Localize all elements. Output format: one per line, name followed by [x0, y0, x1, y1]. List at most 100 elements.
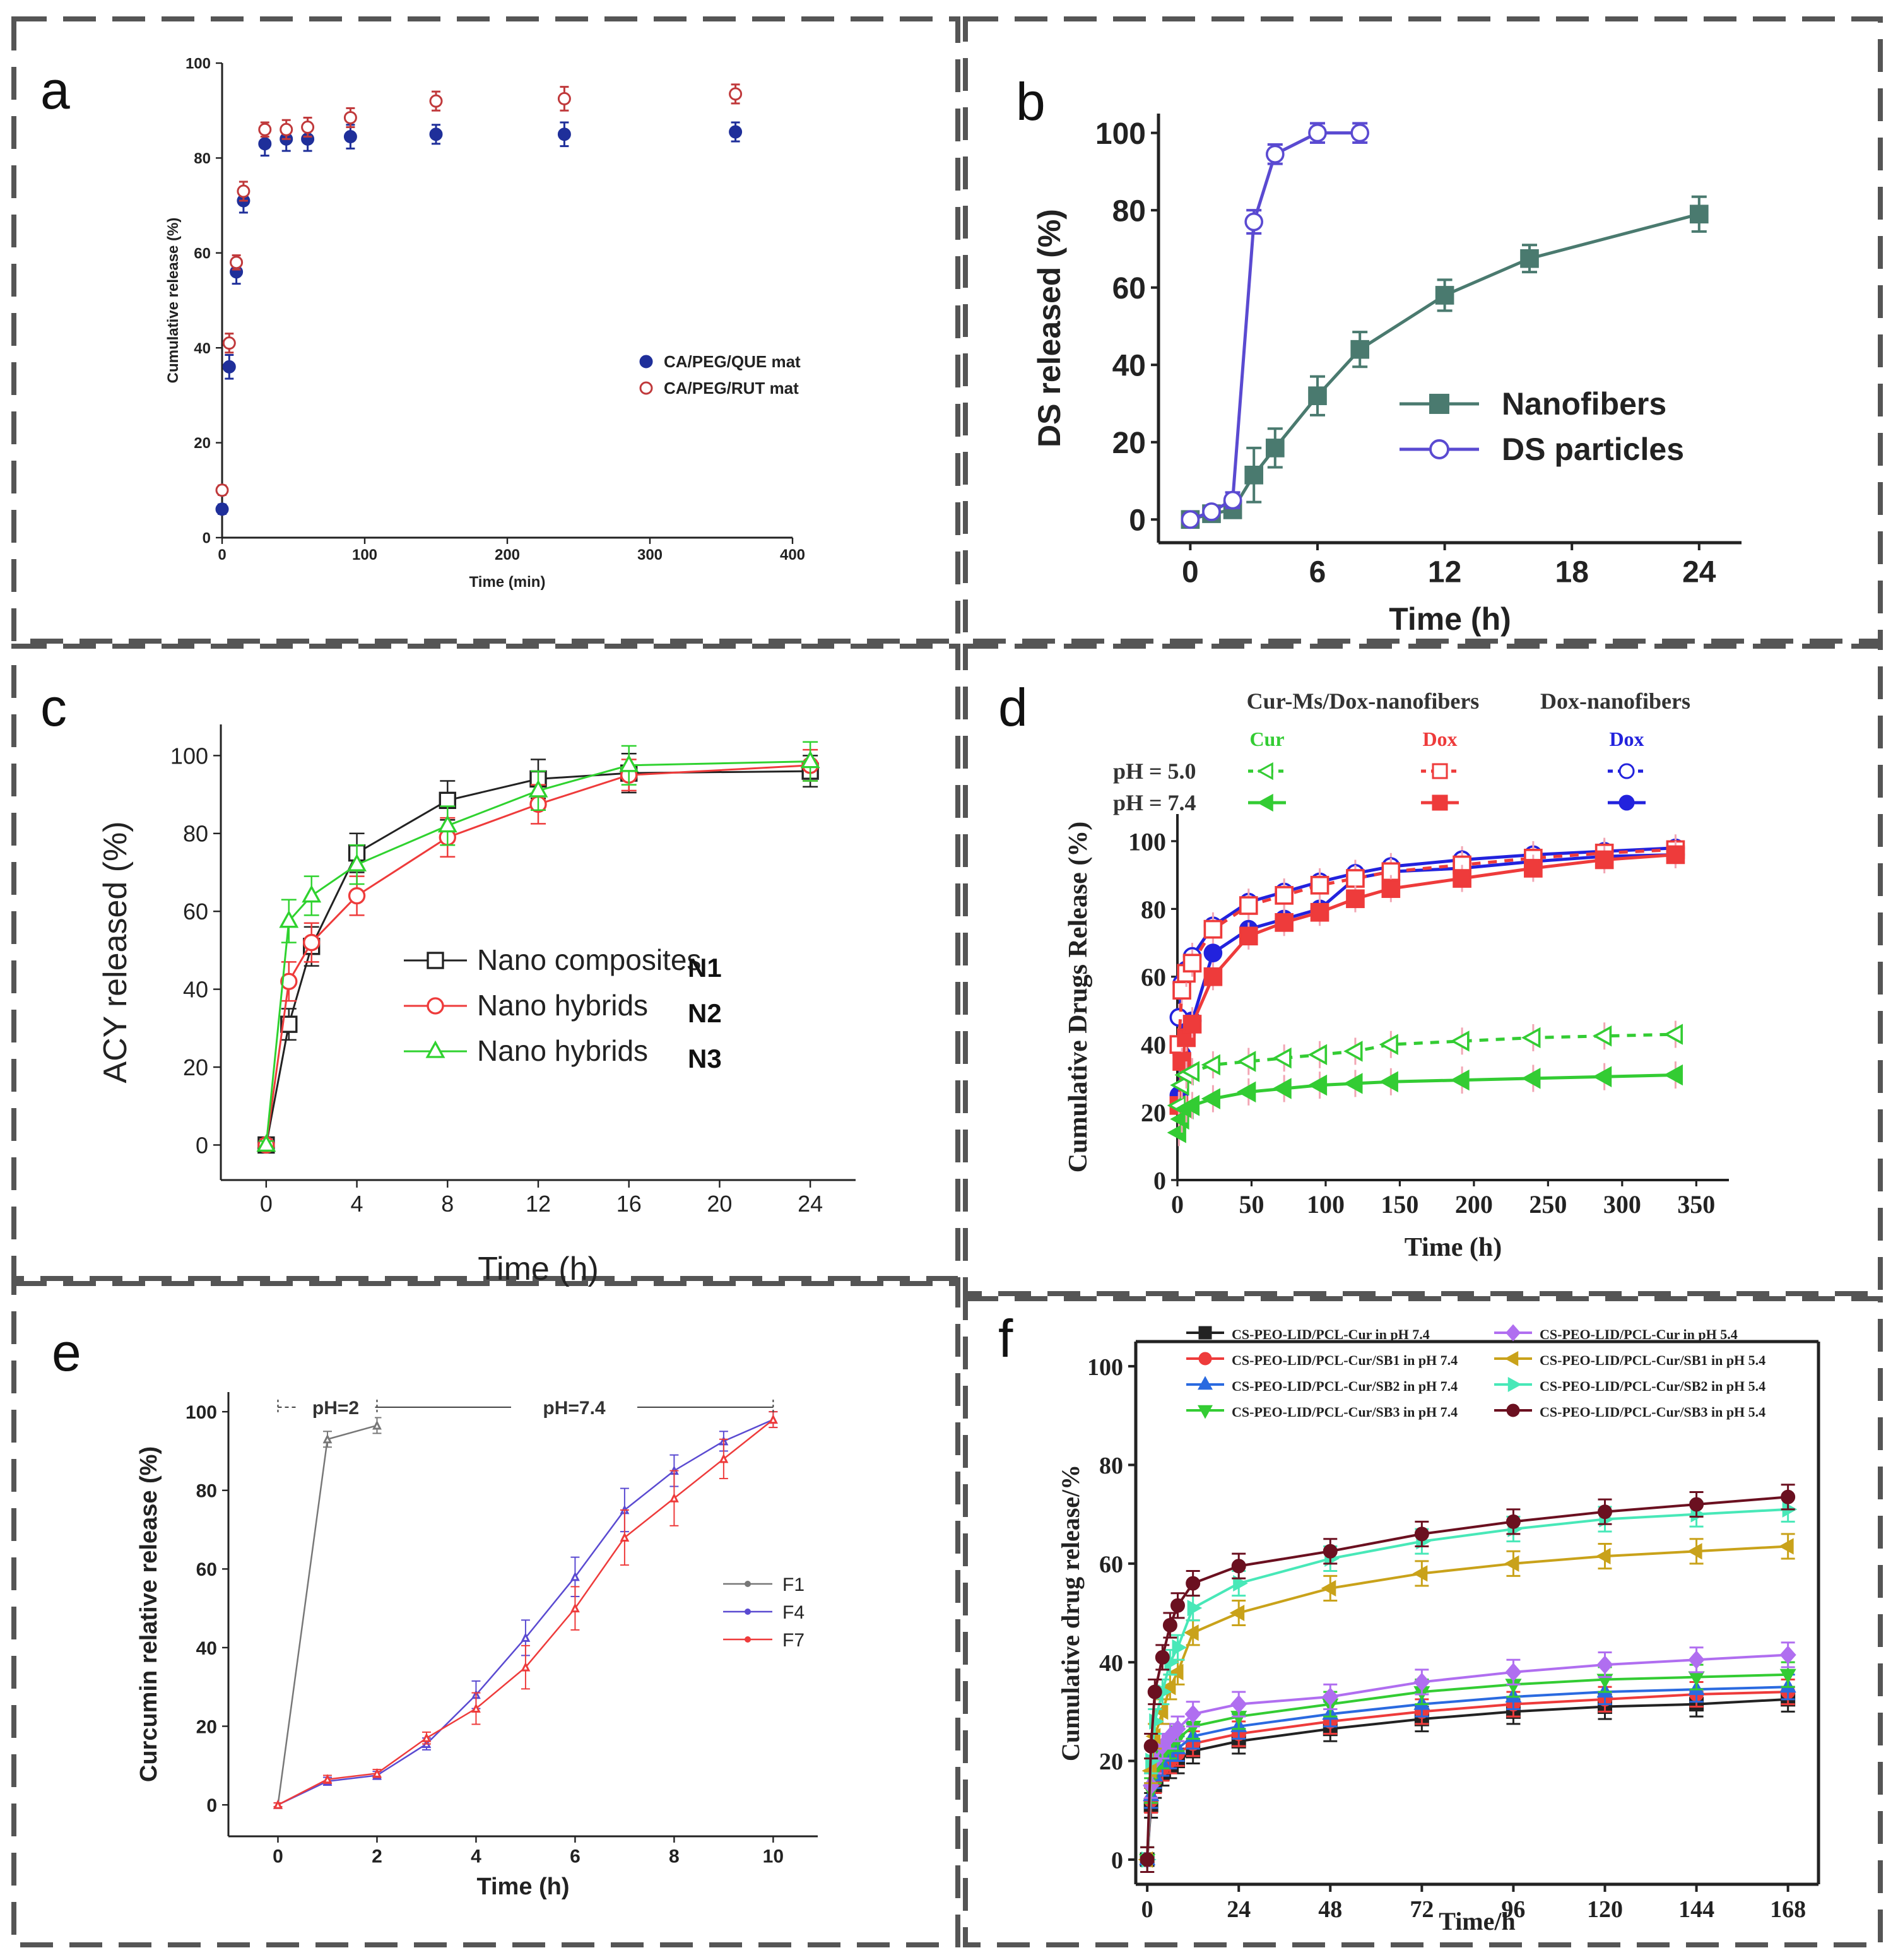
legend-label: CS-PEO-LID/PCL-Cur/SB1 in pH 7.4	[1232, 1352, 1458, 1368]
data-point	[557, 92, 571, 105]
legend-label: DS particles	[1502, 432, 1684, 467]
data-point	[1688, 1650, 1705, 1670]
data-point	[1308, 123, 1327, 143]
y-tick-label: 20	[183, 1054, 208, 1080]
data-point	[1272, 1047, 1292, 1069]
legend-label: CS-PEO-LID/PCL-Cur in pH 5.4	[1540, 1326, 1738, 1342]
data-point	[1506, 1514, 1521, 1529]
legend-marker	[745, 1636, 751, 1643]
x-axis-label: Time (h)	[476, 1874, 569, 1900]
legend-marker	[745, 1581, 751, 1587]
data-point	[1265, 439, 1285, 458]
data-point	[1343, 1041, 1363, 1062]
data-point	[215, 483, 229, 497]
data-point	[1237, 1051, 1256, 1072]
legend-marker	[427, 952, 444, 969]
series-line	[1146, 1653, 1788, 1860]
data-point	[372, 1420, 382, 1430]
legend-group-title: Dox-nanofibers	[1540, 688, 1690, 714]
legend-marker	[1506, 1324, 1521, 1342]
data-point	[1182, 953, 1202, 973]
x-tick-label: 12	[526, 1191, 551, 1217]
data-point	[273, 1799, 283, 1809]
legend-label: CS-PEO-LID/PCL-Cur/SB1 in pH 5.4	[1540, 1352, 1765, 1368]
data-point	[1689, 1497, 1704, 1512]
data-point	[570, 1571, 580, 1581]
chart-c: 0 4 8 12 16 20 24 0 20 40 60 80 100 Time (h) ACY relea…	[97, 724, 856, 1287]
data-point	[1779, 1645, 1796, 1665]
data-point	[1143, 1739, 1158, 1754]
panel-frame-f	[963, 1296, 1883, 1947]
legend-label: CS-PEO-LID/PCL-Cur/SB3 in pH 5.4	[1540, 1404, 1765, 1420]
data-point	[669, 1492, 679, 1502]
data-point	[1379, 1071, 1398, 1092]
x-tick-label: 24	[1682, 555, 1716, 589]
x-tick-label: 8	[441, 1191, 454, 1217]
x-tick-label: 48	[1318, 1896, 1342, 1923]
panel-frame-a	[11, 16, 960, 644]
data-point	[1182, 1015, 1202, 1034]
series-2	[273, 1411, 778, 1809]
ph-label-bg	[511, 1391, 637, 1420]
data-point	[1413, 1672, 1430, 1692]
legend-row-title: pH = 7.4	[1113, 790, 1196, 815]
y-tick-label: 60	[1099, 1551, 1123, 1578]
data-point	[1596, 1655, 1613, 1674]
data-point	[1233, 1575, 1248, 1592]
data-point	[258, 122, 272, 136]
legend-tag: N3	[688, 1044, 722, 1073]
y-tick-label: 100	[170, 743, 208, 769]
legend-label: CS-PEO-LID/PCL-Cur in pH 7.4	[1232, 1326, 1430, 1342]
data-point	[222, 336, 236, 350]
legend-label: CA/PEG/RUT mat	[664, 379, 799, 398]
y-tick-label: 100	[186, 1402, 217, 1423]
data-point	[1186, 1576, 1201, 1591]
x-tick-label: 250	[1529, 1190, 1567, 1219]
x-tick-label: 0	[1182, 555, 1199, 589]
legend-marker	[639, 381, 653, 395]
legend-marker	[1504, 1351, 1519, 1366]
data-point	[1155, 1650, 1170, 1665]
series-line	[1189, 212, 1700, 521]
data-point	[1203, 967, 1223, 986]
data-point	[1184, 1704, 1201, 1724]
data-point	[1180, 1095, 1200, 1116]
legend-label: CS-PEO-LID/PCL-Cur/SB3 in pH 7.4	[1232, 1404, 1458, 1420]
ph-annotations: pH=2 pH=7.4	[277, 1391, 774, 1420]
series-line	[265, 770, 811, 1145]
legend-label: F1	[782, 1574, 805, 1595]
panel-letter-b: b	[1016, 72, 1046, 131]
data-point	[1239, 926, 1258, 946]
data-point	[372, 1768, 382, 1778]
data-point	[521, 1632, 531, 1642]
legend-b: Nanofibers DS particles	[1400, 386, 1684, 467]
data-point	[1230, 1694, 1247, 1714]
x-tick-label: 0	[273, 1846, 283, 1867]
series-line	[1177, 847, 1676, 1045]
x-tick-label: 100	[1307, 1190, 1345, 1219]
y-tick-label: 40	[183, 977, 208, 1003]
data-point	[1147, 1684, 1162, 1699]
y-tick-label: 60	[1141, 963, 1166, 991]
y-axis-label: ACY released (%)	[97, 821, 134, 1083]
ph-label: pH=2	[312, 1398, 359, 1419]
x-axis-label: Time (h)	[478, 1251, 599, 1287]
data-point	[1666, 845, 1685, 865]
x-axis-label: Time (h)	[1389, 601, 1511, 637]
data-point	[1310, 902, 1329, 922]
data-point	[1172, 1639, 1188, 1656]
data-point	[1275, 886, 1294, 905]
data-point	[528, 779, 548, 798]
data-point	[1184, 1624, 1199, 1641]
series-2	[215, 83, 743, 497]
data-point	[429, 94, 443, 108]
x-tick-label: 6	[1309, 555, 1326, 589]
legend-label: Nanofibers	[1502, 386, 1666, 422]
legend-marker	[1198, 1376, 1213, 1390]
legend-marker	[639, 355, 653, 369]
data-point	[1229, 1604, 1245, 1622]
legend-label: CS-PEO-LID/PCL-Cur/SB2 in pH 7.4	[1232, 1378, 1458, 1394]
data-point	[1663, 1024, 1683, 1045]
data-point	[1307, 1044, 1328, 1066]
